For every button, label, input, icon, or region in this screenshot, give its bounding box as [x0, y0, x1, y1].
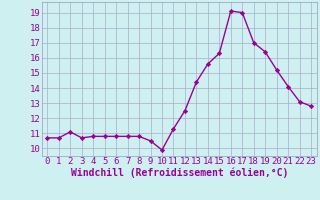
X-axis label: Windchill (Refroidissement éolien,°C): Windchill (Refroidissement éolien,°C) [70, 167, 288, 178]
